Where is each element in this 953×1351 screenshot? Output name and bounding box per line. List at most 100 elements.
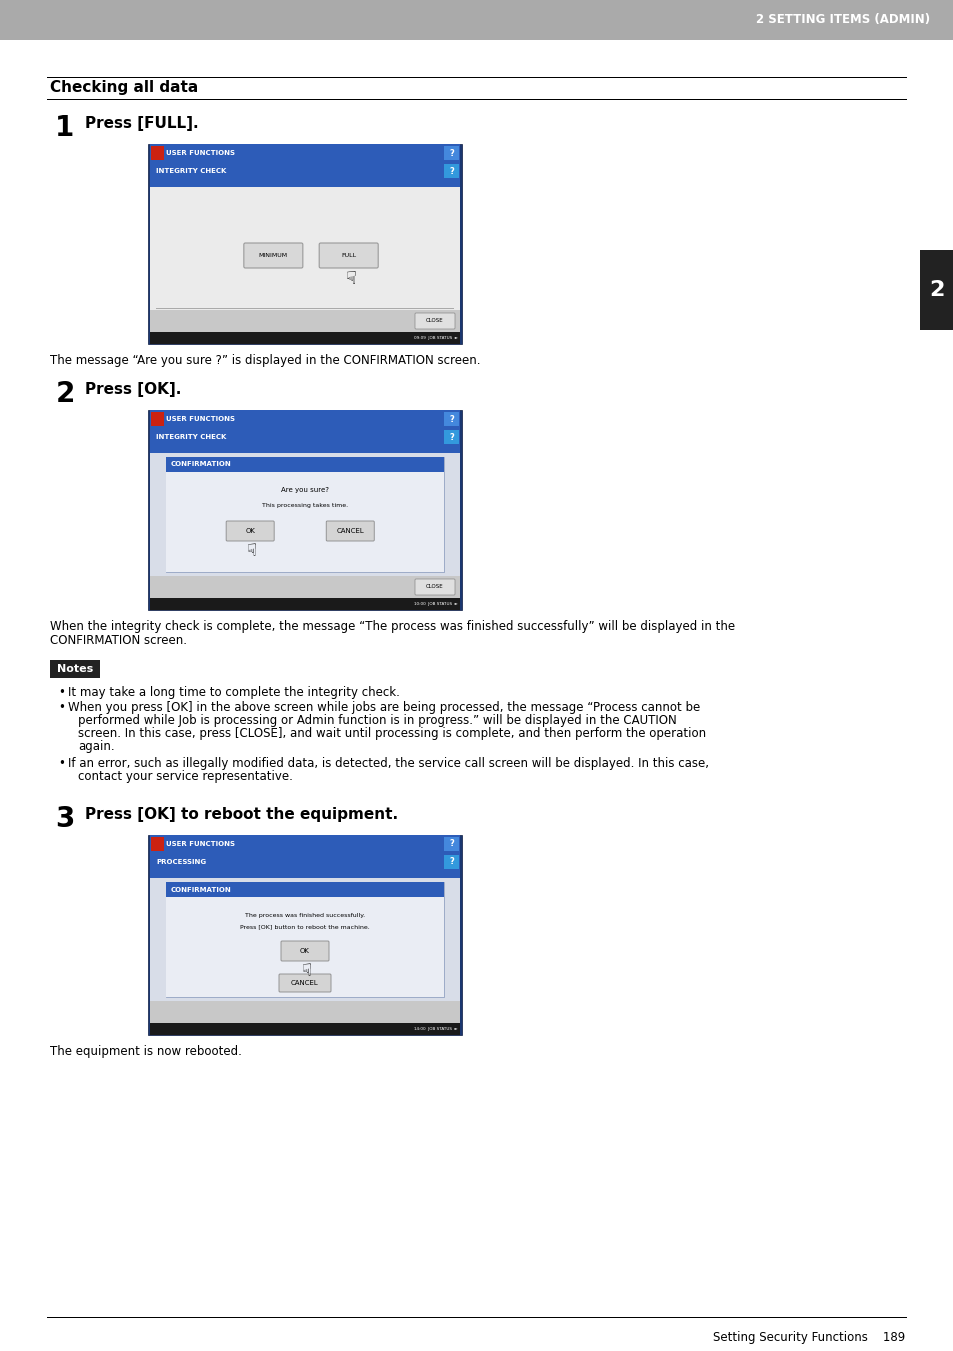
- Text: INTEGRITY CHECK: INTEGRITY CHECK: [156, 168, 226, 174]
- Bar: [150, 1023, 459, 1035]
- FancyBboxPatch shape: [278, 974, 331, 992]
- Text: 1: 1: [55, 113, 74, 142]
- Text: ☟: ☟: [247, 542, 257, 561]
- Bar: [150, 453, 459, 576]
- FancyBboxPatch shape: [415, 580, 455, 594]
- Text: Press [FULL].: Press [FULL].: [85, 116, 198, 131]
- Text: ☟: ☟: [346, 269, 356, 288]
- Text: PROCESSING: PROCESSING: [156, 859, 206, 865]
- Text: Press [OK] to reboot the equipment.: Press [OK] to reboot the equipment.: [85, 807, 397, 821]
- Text: Checking all data: Checking all data: [50, 80, 198, 95]
- Bar: [150, 871, 459, 878]
- Text: again.: again.: [78, 740, 114, 753]
- Bar: [166, 457, 443, 571]
- Text: INTEGRITY CHECK: INTEGRITY CHECK: [156, 434, 226, 440]
- FancyBboxPatch shape: [326, 521, 374, 540]
- Text: Setting Security Functions    189: Setting Security Functions 189: [712, 1332, 904, 1344]
- Bar: [150, 1001, 459, 1023]
- FancyBboxPatch shape: [415, 313, 455, 330]
- Bar: [151, 412, 164, 426]
- Text: MINIMUM: MINIMUM: [258, 253, 288, 258]
- Text: USER FUNCTIONS: USER FUNCTIONS: [166, 416, 234, 422]
- Text: 2: 2: [928, 280, 943, 300]
- Text: OK: OK: [300, 948, 310, 954]
- Bar: [443, 855, 458, 869]
- Text: ?: ?: [449, 149, 454, 158]
- Text: CONFIRMATION: CONFIRMATION: [171, 462, 232, 467]
- Text: If an error, such as illegally modified data, is detected, the service call scre: If an error, such as illegally modified …: [68, 757, 708, 770]
- Bar: [166, 882, 443, 997]
- Text: •: •: [58, 757, 65, 770]
- Bar: [151, 838, 164, 851]
- Bar: [150, 145, 459, 162]
- Text: 09:09  JOB STATUS  ►: 09:09 JOB STATUS ►: [414, 336, 457, 340]
- Text: ?: ?: [449, 839, 454, 848]
- Bar: [443, 838, 458, 851]
- Bar: [148, 145, 461, 345]
- Text: 10:00  JOB STATUS  ►: 10:00 JOB STATUS ►: [414, 603, 457, 607]
- Text: performed while Job is processing or Admin function is in progress.” will be dis: performed while Job is processing or Adm…: [78, 713, 676, 727]
- Bar: [443, 412, 458, 426]
- Text: •: •: [58, 701, 65, 713]
- Bar: [148, 835, 461, 1035]
- Bar: [150, 162, 459, 180]
- Bar: [443, 146, 458, 159]
- FancyBboxPatch shape: [281, 942, 329, 961]
- Bar: [443, 163, 458, 178]
- Bar: [0, 0, 953, 41]
- Text: CONFIRMATION screen.: CONFIRMATION screen.: [50, 634, 187, 647]
- Text: ?: ?: [449, 166, 454, 176]
- Text: 14:00  JOB STATUS  ►: 14:00 JOB STATUS ►: [414, 1027, 457, 1031]
- Text: CLOSE: CLOSE: [426, 319, 443, 323]
- Bar: [150, 409, 459, 428]
- FancyBboxPatch shape: [244, 243, 302, 267]
- Text: This processing takes time.: This processing takes time.: [262, 504, 348, 508]
- Text: ?: ?: [449, 858, 454, 866]
- Text: CANCEL: CANCEL: [336, 528, 364, 534]
- Bar: [150, 446, 459, 453]
- Text: •: •: [58, 686, 65, 698]
- Bar: [150, 598, 459, 611]
- Text: screen. In this case, press [CLOSE], and wait until processing is complete, and : screen. In this case, press [CLOSE], and…: [78, 727, 705, 740]
- Text: CLOSE: CLOSE: [426, 585, 443, 589]
- Text: USER FUNCTIONS: USER FUNCTIONS: [166, 842, 234, 847]
- Bar: [150, 576, 459, 598]
- Text: ?: ?: [449, 415, 454, 423]
- Text: CONFIRMATION: CONFIRMATION: [171, 886, 232, 893]
- Bar: [150, 332, 459, 345]
- Bar: [166, 882, 443, 897]
- Bar: [47, 99, 906, 100]
- Text: USER FUNCTIONS: USER FUNCTIONS: [166, 150, 234, 155]
- Bar: [150, 878, 459, 1001]
- Bar: [150, 852, 459, 871]
- FancyBboxPatch shape: [319, 243, 377, 267]
- Text: It may take a long time to complete the integrity check.: It may take a long time to complete the …: [68, 686, 399, 698]
- Text: Press [OK].: Press [OK].: [85, 382, 181, 397]
- Bar: [150, 309, 459, 332]
- Text: Notes: Notes: [57, 663, 93, 674]
- Bar: [150, 186, 459, 309]
- Text: 2 SETTING ITEMS (ADMIN): 2 SETTING ITEMS (ADMIN): [755, 14, 929, 27]
- Bar: [150, 835, 459, 852]
- Bar: [148, 409, 461, 611]
- Bar: [47, 77, 906, 78]
- Text: 3: 3: [55, 805, 74, 834]
- Bar: [151, 146, 164, 159]
- Text: ☟: ☟: [301, 962, 312, 979]
- Text: ?: ?: [449, 432, 454, 442]
- Text: When the integrity check is complete, the message “The process was finished succ: When the integrity check is complete, th…: [50, 620, 735, 634]
- Text: OK: OK: [245, 528, 254, 534]
- Bar: [443, 430, 458, 444]
- Bar: [166, 471, 443, 571]
- Bar: [166, 457, 443, 471]
- Bar: [150, 180, 459, 186]
- Text: 2: 2: [55, 380, 74, 408]
- Text: Are you sure?: Are you sure?: [281, 486, 329, 493]
- Bar: [166, 897, 443, 997]
- Text: The equipment is now rebooted.: The equipment is now rebooted.: [50, 1046, 242, 1058]
- Bar: [919, 250, 953, 330]
- Bar: [47, 1316, 906, 1319]
- Text: CANCEL: CANCEL: [291, 979, 318, 986]
- Text: contact your service representative.: contact your service representative.: [78, 770, 293, 784]
- Text: The process was finished successfully.: The process was finished successfully.: [245, 912, 365, 917]
